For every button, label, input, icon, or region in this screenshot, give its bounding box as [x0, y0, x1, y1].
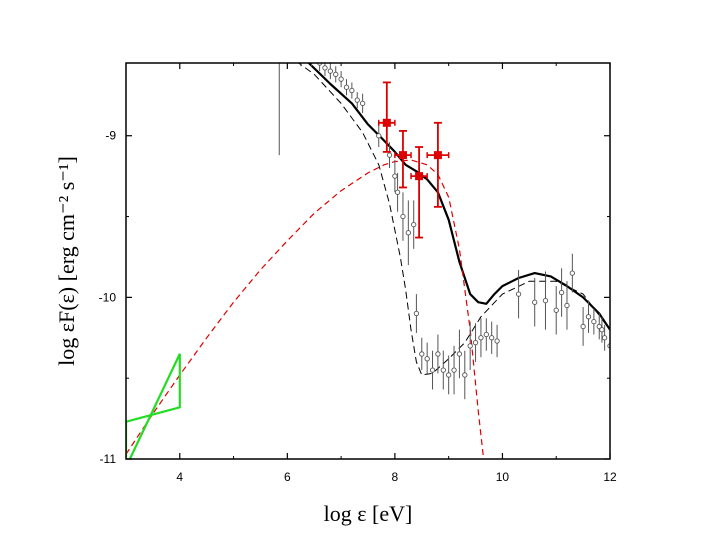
tev-point — [398, 151, 407, 160]
data-point — [411, 221, 417, 228]
data-point — [489, 335, 495, 341]
data-point — [424, 356, 430, 362]
axes-layer: 4 6 8 10 12 -11 -10 -9 — [99, 63, 617, 484]
data-point — [585, 314, 592, 320]
data-point — [413, 310, 420, 317]
points-layer — [277, 53, 610, 400]
data-point — [467, 343, 473, 349]
series-synchrotron-component — [297, 63, 610, 376]
x-tick-label: 8 — [392, 470, 399, 484]
data-point — [462, 372, 468, 378]
data-point — [440, 367, 446, 373]
data-point — [392, 173, 398, 179]
data-point — [419, 351, 425, 357]
x-tick-label: 10 — [496, 470, 510, 484]
data-point — [435, 351, 441, 357]
data-point — [277, 56, 281, 60]
data-point — [456, 351, 463, 357]
data-point — [569, 270, 576, 276]
data-point — [309, 56, 313, 60]
data-point — [376, 133, 382, 139]
data-point — [288, 53, 292, 57]
data-point — [601, 335, 608, 341]
data-point — [451, 367, 457, 373]
data-point — [478, 335, 484, 341]
data-point — [564, 302, 570, 309]
x-tick-label: 4 — [176, 470, 183, 484]
data-point — [472, 339, 479, 346]
data-point — [405, 230, 411, 236]
curves-layer — [126, 63, 610, 459]
tev-point — [415, 172, 424, 181]
data-point — [338, 76, 344, 82]
data-point — [354, 97, 360, 103]
y-tick-label: -10 — [99, 290, 117, 304]
tev-point — [433, 151, 442, 160]
data-point — [553, 307, 559, 313]
data-point — [400, 213, 406, 220]
bowtie-spectrum — [126, 353, 181, 459]
series-total-model — [306, 63, 610, 331]
data-point — [483, 331, 489, 338]
data-point — [349, 87, 355, 94]
data-point — [359, 100, 366, 107]
data-point — [446, 372, 452, 378]
plot-frame — [125, 62, 611, 460]
x-tick-label: 12 — [603, 470, 617, 484]
data-point — [327, 68, 334, 74]
y-tick-label: -9 — [105, 129, 116, 143]
data-point — [394, 189, 401, 195]
data-point — [343, 84, 350, 90]
y-axis-label: log εF(ε) [erg cm⁻² s⁻¹] — [54, 156, 79, 366]
y-tick-label: -11 — [100, 452, 117, 466]
data-point — [532, 299, 538, 305]
tev-point — [382, 118, 391, 127]
data-point — [494, 338, 500, 344]
x-tick-label: 6 — [284, 470, 291, 484]
data-point — [429, 367, 436, 373]
data-point — [580, 323, 586, 330]
x-axis-label: log ε [eV] — [324, 501, 413, 526]
series-inverse-Compton-component — [126, 159, 485, 459]
data-point — [599, 327, 605, 333]
data-point — [386, 152, 393, 158]
data-point — [558, 289, 565, 296]
data-point — [591, 318, 597, 325]
data-point — [299, 58, 303, 62]
data-point — [515, 291, 522, 297]
data-point — [333, 71, 339, 77]
data-point — [322, 65, 328, 71]
data-point — [542, 297, 549, 304]
